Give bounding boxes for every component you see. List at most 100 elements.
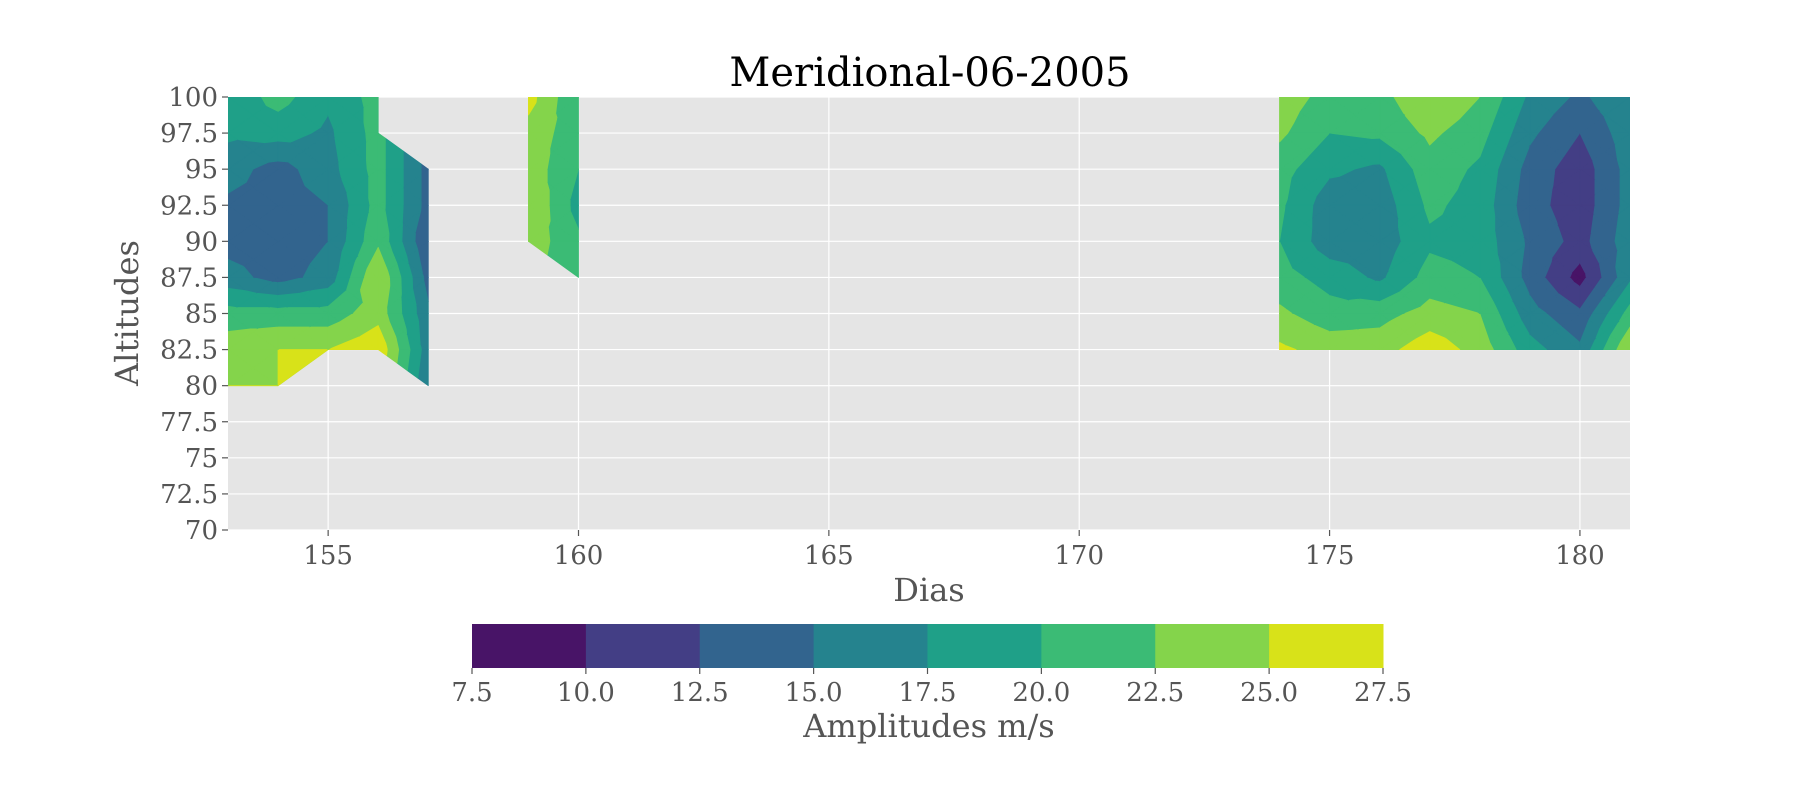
contour-band bbox=[1388, 252, 1406, 272]
contour-band bbox=[1429, 168, 1456, 206]
contour-band bbox=[228, 305, 237, 314]
colorbar-tick-label: 7.5 bbox=[451, 678, 492, 708]
contour-band bbox=[277, 307, 287, 314]
contour-band bbox=[1279, 341, 1286, 350]
chart-title: Meridional-06-2005 bbox=[729, 50, 1130, 96]
contour-band bbox=[528, 97, 537, 116]
y-tick-label: 75 bbox=[185, 444, 218, 474]
contour-band bbox=[377, 246, 389, 278]
y-tick-label: 82.5 bbox=[160, 336, 218, 366]
contour-band bbox=[377, 325, 387, 350]
contour-band bbox=[1393, 97, 1431, 116]
colorbar-swatch bbox=[1269, 624, 1384, 668]
contour-band bbox=[1279, 168, 1292, 206]
contour-band bbox=[377, 313, 397, 345]
colorbar-swatch bbox=[585, 624, 701, 668]
contour-band bbox=[1379, 97, 1406, 134]
colorbar-tick-label: 25.0 bbox=[1240, 678, 1298, 708]
contour-band bbox=[1625, 304, 1630, 314]
y-tick-label: 97.5 bbox=[160, 119, 218, 149]
colorbar-swatch bbox=[472, 624, 587, 668]
colorbar-label: Amplitudes m/s bbox=[802, 707, 1054, 745]
contour-band bbox=[327, 97, 354, 130]
contour-band bbox=[1379, 291, 1406, 314]
contour-band bbox=[1429, 97, 1456, 134]
contour-band bbox=[1529, 132, 1536, 146]
colorbar-swatch bbox=[699, 624, 815, 668]
contour-band bbox=[277, 168, 304, 206]
x-axis-label: Dias bbox=[893, 571, 964, 609]
contour-band bbox=[228, 328, 254, 350]
contour-band bbox=[420, 168, 429, 206]
contour-band bbox=[1379, 320, 1406, 350]
contour-band bbox=[1529, 168, 1554, 206]
x-tick-label: 170 bbox=[1054, 541, 1104, 571]
colorbar-swatch bbox=[1155, 624, 1270, 668]
contour-band bbox=[277, 292, 304, 309]
contour-fill-layer bbox=[228, 97, 1630, 387]
contour-band bbox=[1429, 331, 1446, 350]
y-tick-label: 87.5 bbox=[160, 263, 218, 293]
contour-band bbox=[1429, 298, 1445, 314]
contour-band bbox=[277, 240, 304, 278]
colorbar-tick-label: 12.5 bbox=[671, 678, 729, 708]
colorbar-swatch bbox=[1041, 624, 1156, 668]
contour-band bbox=[528, 132, 551, 170]
contour-band bbox=[327, 290, 354, 314]
contour-band bbox=[361, 97, 379, 108]
contour-band bbox=[1329, 97, 1356, 134]
contour-band bbox=[277, 132, 291, 143]
x-tick-label: 165 bbox=[804, 541, 854, 571]
contour-band bbox=[1479, 204, 1496, 242]
contour-band bbox=[1529, 240, 1553, 278]
axis-ticks: 155 160 165 170 175 180 70 72.5 75 77.5 80 82.5 85 87… bbox=[160, 83, 1605, 571]
contour-band bbox=[1579, 132, 1606, 161]
contour-band bbox=[377, 132, 386, 170]
colorbar-tick-label: 17.5 bbox=[899, 678, 957, 708]
contour-band bbox=[1529, 295, 1539, 314]
contour-band bbox=[528, 168, 550, 206]
contour-band bbox=[1592, 249, 1606, 264]
contour-band bbox=[228, 258, 244, 278]
y-tick-label: 92.5 bbox=[160, 191, 218, 221]
contour-band bbox=[228, 204, 254, 242]
contour-band bbox=[1329, 168, 1340, 179]
contour-band bbox=[377, 240, 398, 272]
x-tick-label: 175 bbox=[1305, 541, 1355, 571]
contour-band bbox=[1329, 132, 1356, 170]
x-tick-label: 155 bbox=[303, 541, 353, 571]
contour-band bbox=[277, 204, 304, 242]
contour-band bbox=[1579, 240, 1600, 274]
contour-band bbox=[1479, 168, 1497, 206]
colorbar-tick-label: 10.0 bbox=[557, 678, 615, 708]
contour-band bbox=[1529, 97, 1554, 134]
contour-band bbox=[1386, 173, 1406, 196]
contour-band bbox=[228, 349, 254, 387]
contour-band bbox=[1379, 132, 1406, 155]
y-axis-label: Altitudes bbox=[108, 240, 146, 387]
contour-band bbox=[1590, 214, 1606, 234]
colorbar-tick-label: 15.0 bbox=[785, 678, 843, 708]
y-tick-label: 90 bbox=[185, 227, 218, 257]
contour-band bbox=[1529, 334, 1540, 350]
contour-band bbox=[1329, 329, 1356, 350]
contour-band bbox=[528, 204, 551, 242]
contour-band bbox=[228, 132, 238, 143]
contour-band bbox=[1329, 204, 1356, 242]
contour-band bbox=[1279, 304, 1287, 314]
y-tick-label: 80 bbox=[185, 372, 218, 402]
y-tick-label: 95 bbox=[185, 155, 218, 185]
contour-band bbox=[277, 97, 290, 112]
contour-band bbox=[377, 168, 386, 206]
contour-band bbox=[228, 168, 247, 194]
contour-band bbox=[1279, 132, 1285, 143]
contour-band bbox=[1479, 277, 1495, 314]
contour-band bbox=[1279, 240, 1293, 278]
x-tick-label: 180 bbox=[1555, 541, 1605, 571]
contour-band bbox=[327, 321, 354, 350]
contour-band bbox=[1479, 132, 1488, 158]
contour-band bbox=[1429, 204, 1443, 224]
colorbar: 7.5 10.0 12.5 15.0 17.5 20.0 22.5 25.0 27.5 bbox=[451, 624, 1412, 708]
